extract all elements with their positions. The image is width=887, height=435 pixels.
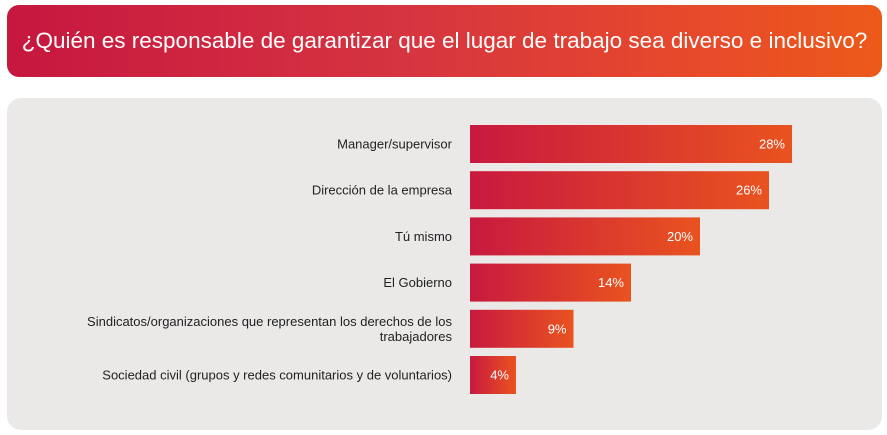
bar <box>470 309 574 348</box>
bar-value-label: 28% <box>759 137 785 152</box>
question-header: ¿Quién es responsable de garantizar que … <box>7 5 882 77</box>
bar-value-label: 9% <box>548 321 567 336</box>
bars-group: 28% Manager/supervisor 26% Dirección de la … <box>87 125 792 394</box>
bar <box>470 125 792 163</box>
bar <box>470 263 631 302</box>
bar <box>470 356 516 394</box>
category-label: Sociedad civil (grupos y redes comunitar… <box>102 368 452 383</box>
bar <box>470 171 769 210</box>
category-label: El Gobierno <box>383 275 452 290</box>
category-label: Sindicatos/organizaciones que representa… <box>87 314 452 344</box>
bar-value-label: 4% <box>490 368 509 383</box>
bar-value-label: 14% <box>598 275 624 290</box>
question-title: ¿Quién es responsable de garantizar que … <box>21 28 868 53</box>
category-label: Dirección de la empresa <box>312 183 453 198</box>
bar <box>470 217 700 256</box>
bar-value-label: 26% <box>736 183 762 198</box>
category-label: Tú mismo <box>395 229 452 244</box>
category-label: Manager/supervisor <box>337 137 453 152</box>
bar-value-label: 20% <box>667 229 693 244</box>
